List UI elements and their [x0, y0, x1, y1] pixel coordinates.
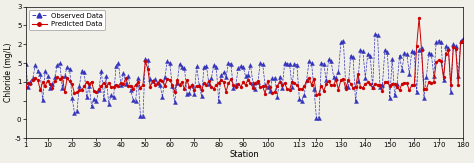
Y-axis label: Chloride (mg/L): Chloride (mg/L): [4, 43, 13, 102]
X-axis label: Station: Station: [229, 150, 259, 159]
Legend: Observed Data, Predicted Data: Observed Data, Predicted Data: [29, 10, 105, 30]
